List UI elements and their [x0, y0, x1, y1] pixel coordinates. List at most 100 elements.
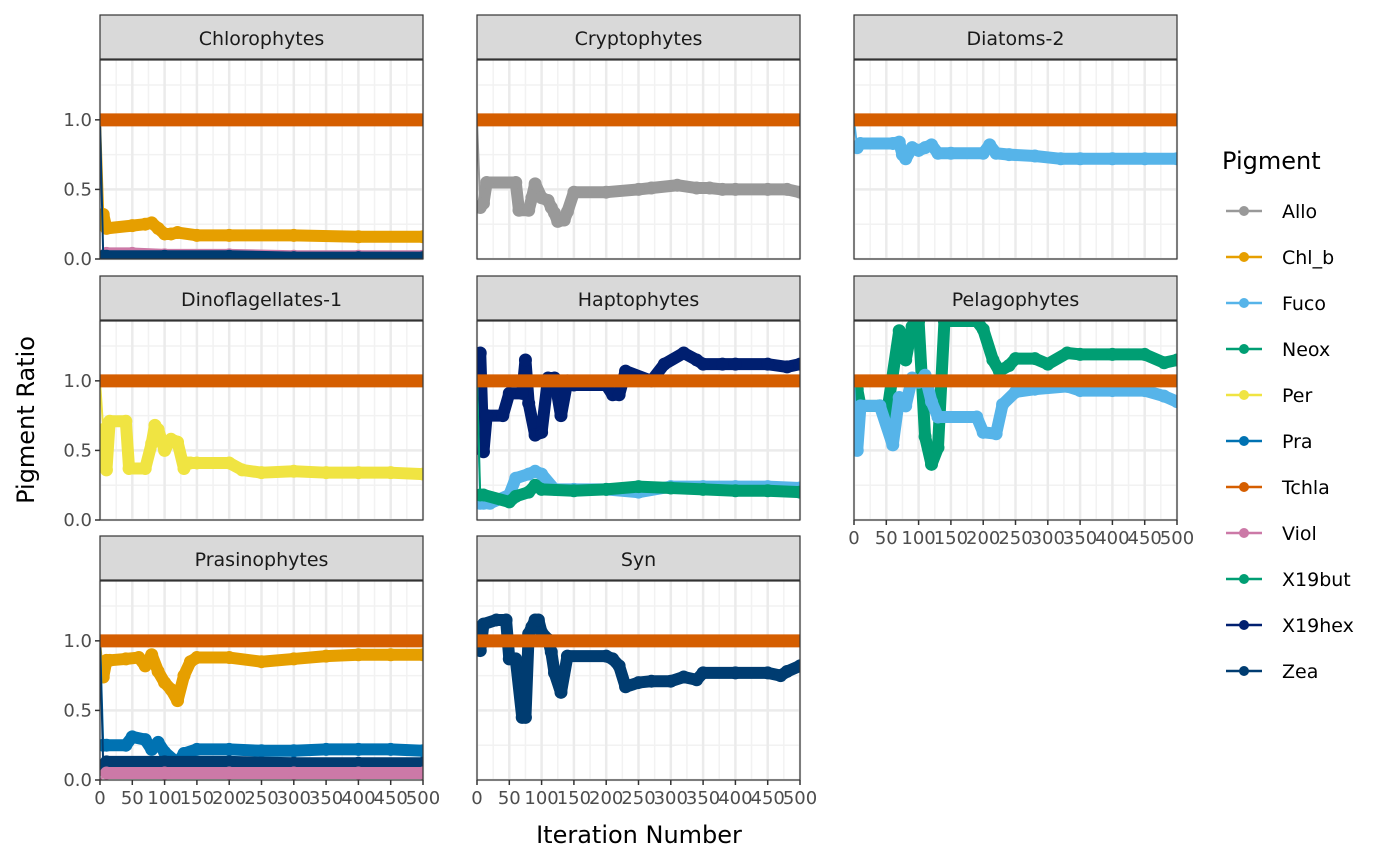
- data-point-x19hex: [502, 386, 516, 400]
- data-point-zea: [222, 755, 236, 769]
- strip: [476, 275, 801, 321]
- data-point-zea: [554, 685, 568, 699]
- legend-item-viol: Viol: [1226, 523, 1317, 545]
- data-point-pra: [255, 744, 268, 758]
- data-point-per: [158, 443, 172, 457]
- data-point-neox: [892, 324, 906, 338]
- panel-dinoflagellates-1: Dinoflagellates-1 0.0 0.5 1.0: [63, 275, 425, 531]
- data-point-neox: [899, 353, 913, 367]
- strip-label: Diatoms-2: [967, 28, 1065, 50]
- data-point-viol: [158, 766, 172, 780]
- data-point-zea: [222, 249, 236, 259]
- data-point-neox: [1170, 353, 1177, 367]
- data-point-chl_b: [171, 694, 185, 708]
- data-point-zea: [632, 676, 645, 690]
- data-point-x19hex: [761, 357, 775, 371]
- panel-border: [99, 320, 424, 521]
- strip-label: Chlorophytes: [199, 28, 325, 50]
- x-tick-label: 350: [1063, 528, 1097, 549]
- x-tick-label: 200: [589, 788, 623, 809]
- legend-key-point: [1239, 666, 1249, 676]
- panel-border: [99, 59, 424, 260]
- data-point-neox: [1073, 347, 1087, 361]
- data-point-zea: [351, 756, 365, 770]
- legend-key-point: [1239, 436, 1249, 446]
- data-point-fuco: [1009, 385, 1022, 399]
- data-point-x19hex: [535, 425, 549, 439]
- data-point-per: [384, 466, 398, 480]
- data-point-viol: [222, 766, 236, 780]
- data-point-pra: [319, 742, 333, 756]
- series-group: [854, 113, 1177, 166]
- legend-title: Pigment: [1222, 147, 1321, 175]
- legend-label: Per: [1282, 385, 1312, 407]
- y-tick-label: 1.0: [63, 110, 92, 131]
- data-point-fuco: [899, 399, 913, 413]
- data-point-pra: [287, 744, 301, 758]
- panel-border: [853, 59, 1178, 260]
- x-tick-label: 350: [309, 788, 343, 809]
- data-point-chl_b: [103, 653, 117, 667]
- data-point-x19but: [535, 482, 549, 496]
- data-point-viol: [100, 766, 113, 780]
- data-point-zea: [619, 680, 633, 694]
- data-point-fuco: [886, 438, 900, 452]
- x-tick-label: 500: [406, 788, 440, 809]
- data-point-zea: [489, 613, 503, 627]
- data-point-fuco: [925, 395, 939, 409]
- data-point-zea: [696, 666, 710, 680]
- data-point-zea: [416, 251, 423, 259]
- data-point-zea: [287, 756, 301, 770]
- data-point-pra: [384, 742, 398, 756]
- x-tick-label: 0: [848, 528, 859, 549]
- legend-label: Chl_b: [1282, 247, 1334, 269]
- data-point-fuco: [1170, 152, 1177, 166]
- legend-key-point: [1239, 482, 1249, 492]
- data-point-fuco: [535, 467, 549, 481]
- x-tick-label: 0: [94, 788, 105, 809]
- x-tick-label: 500: [783, 788, 817, 809]
- data-point-x19hex: [677, 346, 691, 360]
- data-point-chl_b: [287, 652, 301, 666]
- x-tick-label: 300: [654, 788, 688, 809]
- data-point-chl_b: [351, 230, 365, 244]
- data-point-neox: [986, 353, 1000, 367]
- x-tick-label: 400: [341, 788, 375, 809]
- data-point-allo: [525, 191, 539, 205]
- data-point-zea: [509, 652, 523, 666]
- data-point-neox: [925, 457, 939, 471]
- y-tick-label: 0.0: [63, 770, 92, 791]
- data-point-x19but: [696, 482, 710, 496]
- data-point-allo: [632, 182, 645, 196]
- data-point-x19but: [567, 484, 581, 498]
- data-point-allo: [480, 175, 494, 189]
- x-tick-label: 450: [1128, 528, 1162, 549]
- x-tick-label: 100: [524, 788, 558, 809]
- data-point-chl_b: [190, 228, 204, 242]
- data-point-per: [319, 466, 333, 480]
- data-point-chl_b: [384, 648, 398, 662]
- data-point-zea: [416, 756, 423, 770]
- legend-item-fuco: Fuco: [1226, 293, 1326, 315]
- data-point-zea: [780, 664, 794, 678]
- data-point-viol: [416, 766, 423, 780]
- legend-item-x19hex: X19hex: [1226, 615, 1354, 637]
- data-point-x19but: [477, 488, 490, 502]
- strip-label: Pelagophytes: [952, 289, 1079, 311]
- x-tick-label: 150: [180, 788, 214, 809]
- data-point-fuco: [854, 443, 864, 457]
- data-point-zea: [287, 251, 301, 259]
- data-point-chl_b: [125, 219, 139, 233]
- legend-item-x19but: X19but: [1226, 569, 1351, 591]
- legend-label: Allo: [1282, 201, 1317, 223]
- data-point-fuco: [854, 136, 867, 150]
- x-tick-label: 250: [621, 788, 655, 809]
- data-point-x19hex: [657, 357, 671, 371]
- data-point-x19hex: [515, 386, 529, 400]
- x-tick-label: 300: [1031, 528, 1065, 549]
- data-point-zea: [612, 659, 626, 673]
- data-point-fuco: [970, 410, 984, 424]
- data-point-allo: [690, 181, 704, 195]
- panels-layer: Chlorophytes 0.0 0.5 1.0 Cryptophytes Diatoms…: [63, 14, 1194, 809]
